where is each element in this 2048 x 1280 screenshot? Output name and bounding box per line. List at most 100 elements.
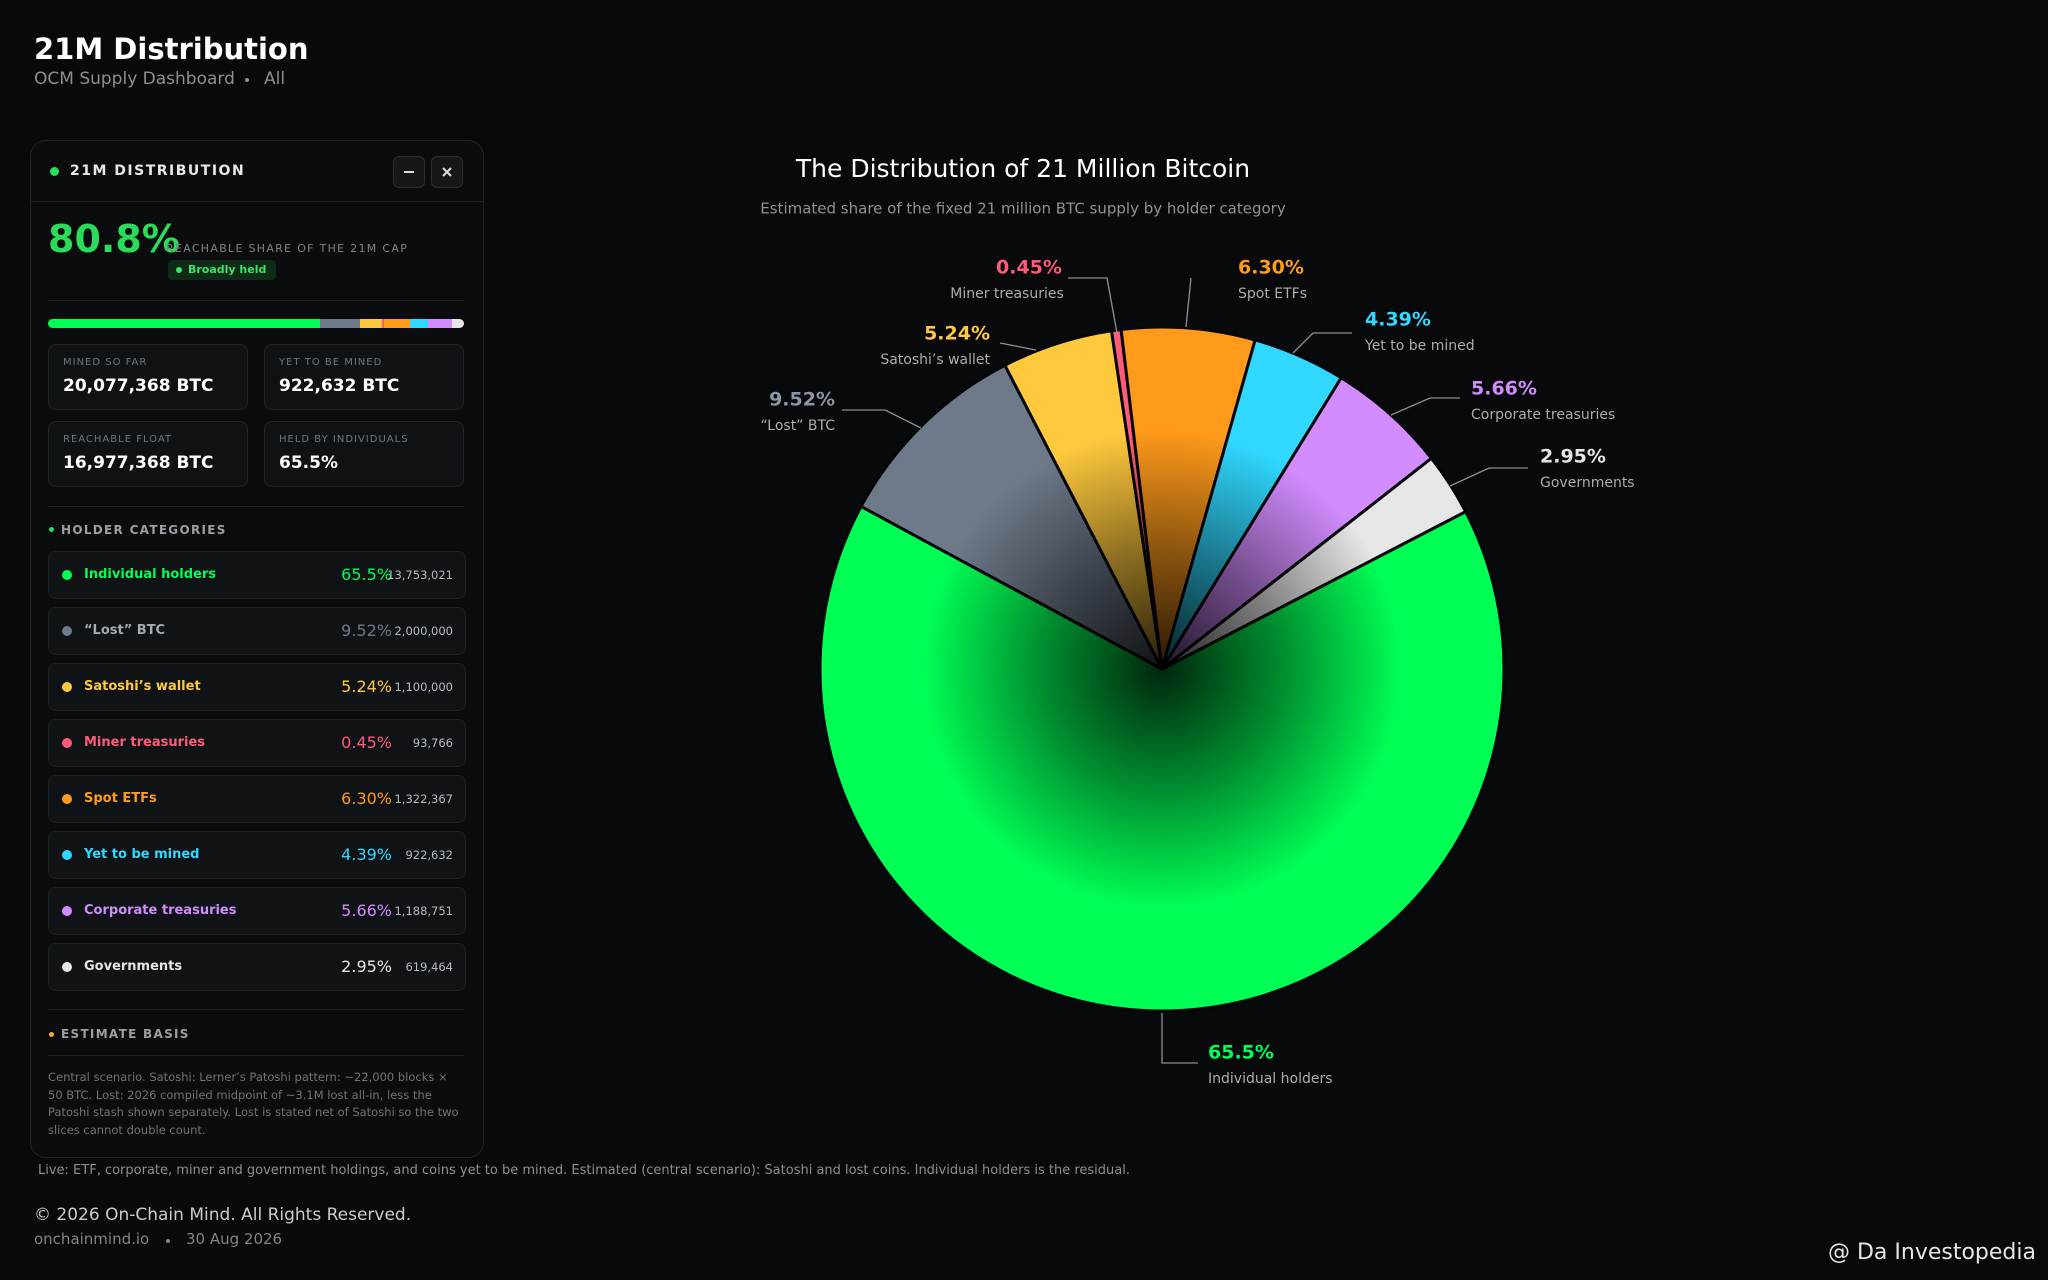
- date: 30 Aug 2026: [186, 1230, 283, 1248]
- holder-name: “Lost” BTC: [84, 623, 166, 638]
- page-title: 21M Distribution: [34, 32, 309, 66]
- site: onchainmind.io: [34, 1230, 150, 1248]
- leader-line: [1068, 277, 1118, 334]
- stack-segment: [451, 319, 464, 328]
- holder-name: Yet to be mined: [84, 847, 200, 862]
- slice-value-label: 65.5%: [1208, 1042, 1274, 1064]
- holder-name: Corporate treasuries: [84, 903, 237, 918]
- leader-line: [1161, 1013, 1198, 1064]
- holder-share: 65.5%: [341, 565, 392, 584]
- section-heading: HOLDER CATEGORIES: [61, 523, 227, 537]
- holder-dot: [62, 570, 72, 580]
- holder-row[interactable]: Individual holders 65.5% 13,753,021: [48, 551, 466, 599]
- pie-shading: [820, 327, 1504, 1011]
- holder-name: Governments: [84, 959, 183, 974]
- pie-slice: [1160, 456, 1468, 671]
- holder-dot: [62, 738, 72, 748]
- stack-segment: [383, 319, 410, 328]
- stat-label: MINED SO FAR: [63, 357, 148, 368]
- stack-segment: [409, 319, 429, 328]
- stack-segment: [320, 319, 361, 328]
- holder-count: 93,766: [412, 736, 453, 750]
- holder-row[interactable]: Corporate treasuries 5.66% 1,188,751: [48, 887, 466, 935]
- status-dot: [50, 167, 59, 176]
- stat-value: 65.5%: [279, 453, 338, 473]
- slice-name-label: Individual holders: [1208, 1071, 1333, 1087]
- slice-value-label: 5.66%: [1471, 378, 1537, 400]
- holder-share: 2.95%: [341, 957, 392, 976]
- section-heading: ESTIMATE BASIS: [61, 1027, 190, 1041]
- pie-slice: [859, 363, 1164, 671]
- stat-box: MINED SO FAR 20,077,368 BTC: [48, 344, 248, 410]
- holder-name: Satoshi’s wallet: [84, 679, 201, 694]
- stack-bar: [48, 319, 464, 328]
- stat-value: 16,977,368 BTC: [63, 453, 214, 473]
- holder-row[interactable]: Governments 2.95% 619,464: [48, 943, 466, 991]
- holder-dot: [62, 682, 72, 692]
- holder-row[interactable]: Spot ETFs 6.30% 1,322,367: [48, 775, 466, 823]
- holder-share: 5.66%: [341, 901, 392, 920]
- holder-count: 619,464: [405, 960, 453, 974]
- slice-name-label: Spot ETFs: [1238, 286, 1307, 302]
- holder-count: 922,632: [405, 848, 453, 862]
- holder-share: 4.39%: [341, 845, 392, 864]
- divider: [48, 506, 464, 507]
- stat-label: YET TO BE MINED: [279, 357, 383, 368]
- watermark: @ Da Investopedia: [1827, 1240, 2036, 1265]
- stat-label: REACHABLE FLOAT: [63, 434, 173, 445]
- section-dot: [49, 1032, 54, 1037]
- holder-row[interactable]: Miner treasuries 0.45% 93,766: [48, 719, 466, 767]
- pie-slice: [1109, 327, 1164, 671]
- slice-value-label: 5.24%: [924, 323, 990, 345]
- divider: [48, 1009, 464, 1010]
- chart-title: The Distribution of 21 Million Bitcoin: [795, 154, 1250, 183]
- separator: [245, 78, 249, 82]
- holder-share: 6.30%: [341, 789, 392, 808]
- divider: [48, 1055, 464, 1056]
- holder-dot: [62, 794, 72, 804]
- holder-count: 1,100,000: [394, 680, 453, 694]
- holder-name: Miner treasuries: [84, 735, 206, 750]
- pie: [818, 325, 1506, 1013]
- section-dot: [49, 527, 54, 532]
- badge: Broadly held: [168, 260, 277, 280]
- holder-count: 13,753,021: [387, 568, 453, 582]
- badge-text: Broadly held: [188, 263, 267, 276]
- slice-name-label: Governments: [1540, 475, 1635, 491]
- holder-dot: [62, 850, 72, 860]
- panel-title: 21M DISTRIBUTION: [70, 163, 246, 179]
- divider: [31, 201, 483, 202]
- stat-value: 922,632 BTC: [279, 376, 400, 396]
- holder-row[interactable]: Satoshi’s wallet 5.24% 1,100,000: [48, 663, 466, 711]
- footnote: Live: ETF, corporate, miner and governme…: [38, 1163, 1130, 1178]
- holder-dot: [62, 906, 72, 916]
- slice-name-label: Yet to be mined: [1364, 338, 1475, 354]
- holder-name: Spot ETFs: [84, 791, 157, 806]
- basis-text: Central scenario. Satoshi: Lerner’s Pato…: [48, 1070, 459, 1137]
- leader-line: [1449, 467, 1528, 487]
- stat-box: YET TO BE MINED 922,632 BTC: [264, 344, 464, 410]
- stack-segment: [360, 319, 382, 328]
- slice-value-label: 4.39%: [1365, 309, 1431, 331]
- stack-segment: [428, 319, 452, 328]
- minimize-button[interactable]: [393, 156, 425, 188]
- slice-value-label: 9.52%: [769, 389, 835, 411]
- headline-value: 80.8%: [48, 217, 180, 261]
- copyright: © 2026 On-Chain Mind. All Rights Reserve…: [34, 1205, 412, 1225]
- holder-row[interactable]: Yet to be mined 4.39% 922,632: [48, 831, 466, 879]
- minimize-icon: [404, 171, 414, 173]
- slice-value-label: 2.95%: [1540, 446, 1606, 468]
- holder-share: 5.24%: [341, 677, 392, 696]
- close-button[interactable]: [431, 156, 463, 188]
- panel: 21M DISTRIBUTION 80.8% REACHABLE SHARE O…: [30, 140, 484, 1158]
- divider: [48, 300, 464, 301]
- holder-row[interactable]: “Lost” BTC 9.52% 2,000,000: [48, 607, 466, 655]
- holder-count: 1,322,367: [394, 792, 453, 806]
- stack-segment: [381, 319, 384, 328]
- headline-caption: REACHABLE SHARE OF THE 21M CAP: [166, 242, 409, 255]
- leader-line: [1390, 397, 1460, 416]
- page-subtitle: OCM Supply Dashboard: [34, 69, 235, 89]
- slice-name-label: Corporate treasuries: [1471, 407, 1615, 423]
- holder-dot: [62, 962, 72, 972]
